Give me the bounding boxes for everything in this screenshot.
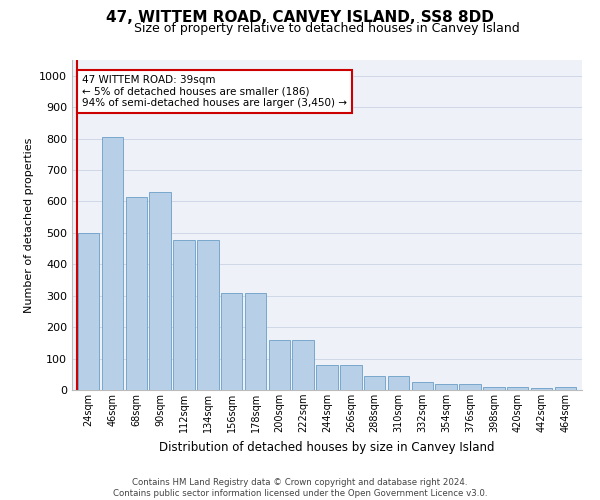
Bar xyxy=(173,240,195,390)
Bar xyxy=(531,388,552,390)
Bar xyxy=(412,382,433,390)
Bar xyxy=(316,365,338,390)
Bar xyxy=(149,192,171,390)
Bar xyxy=(269,340,290,390)
Bar xyxy=(245,293,266,390)
Title: Size of property relative to detached houses in Canvey Island: Size of property relative to detached ho… xyxy=(134,22,520,35)
Text: Contains HM Land Registry data © Crown copyright and database right 2024.
Contai: Contains HM Land Registry data © Crown c… xyxy=(113,478,487,498)
Bar xyxy=(197,240,218,390)
Bar xyxy=(292,340,314,390)
Bar xyxy=(364,376,385,390)
Bar xyxy=(507,388,529,390)
Bar xyxy=(554,388,576,390)
Text: 47 WITTEM ROAD: 39sqm
← 5% of detached houses are smaller (186)
94% of semi-deta: 47 WITTEM ROAD: 39sqm ← 5% of detached h… xyxy=(82,75,347,108)
Bar xyxy=(102,137,123,390)
X-axis label: Distribution of detached houses by size in Canvey Island: Distribution of detached houses by size … xyxy=(159,440,495,454)
Bar xyxy=(340,365,362,390)
Bar xyxy=(388,376,409,390)
Bar xyxy=(221,293,242,390)
Bar xyxy=(125,196,147,390)
Bar xyxy=(483,387,505,390)
Text: 47, WITTEM ROAD, CANVEY ISLAND, SS8 8DD: 47, WITTEM ROAD, CANVEY ISLAND, SS8 8DD xyxy=(106,10,494,25)
Bar xyxy=(78,233,100,390)
Y-axis label: Number of detached properties: Number of detached properties xyxy=(23,138,34,312)
Bar xyxy=(459,384,481,390)
Bar xyxy=(436,384,457,390)
